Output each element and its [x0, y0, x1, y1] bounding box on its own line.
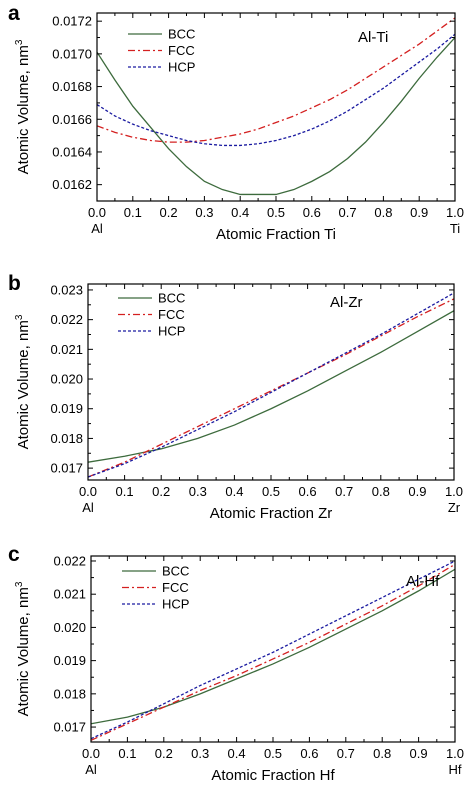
x-axis-title: Atomic Fraction Ti: [216, 226, 336, 243]
x-tick-label: 1.0: [445, 484, 463, 499]
x-tick-label: 0.5: [262, 484, 280, 499]
system-label: Al-Ti: [358, 29, 388, 46]
x-tick-label: 0.0: [82, 746, 100, 761]
x-tick-label: 0.2: [160, 205, 178, 220]
legend-label-hcp: HCP: [162, 597, 189, 612]
legend-label-fcc: FCC: [162, 580, 189, 595]
y-axis-title: Atomic Volume, nm3: [14, 581, 32, 716]
x-tick-label: 0.6: [303, 205, 321, 220]
chart-panel-b: b 0.0 0.1 0.2 0.3 0.4 0.5 0.6 0.7 0.8 0.9 1.0 0.017 0…: [8, 272, 463, 522]
x-end-label-left: Al: [91, 221, 103, 236]
system-label: Al-Hf: [406, 573, 440, 590]
y-tick-label: 0.0170: [52, 46, 92, 61]
plot-frame: [96, 12, 456, 202]
y-tick-label: 0.019: [53, 653, 86, 668]
x-tick-label: 0.9: [408, 484, 426, 499]
y-tick-label: 0.017: [50, 461, 83, 476]
chart-panel-a: a 0.0 0.1 0.2 0.3 0.4 0.5 0.6 0.7 0.8 0.9 1.0 0.0162…: [8, 2, 464, 243]
x-tick-label: 0.4: [225, 484, 243, 499]
y-tick-label: 0.020: [53, 620, 86, 635]
plot-frame: [87, 283, 455, 481]
x-tick-label: 0.1: [124, 205, 142, 220]
x-end-label-right: Ti: [450, 221, 460, 236]
x-tick-label: 0.5: [264, 746, 282, 761]
x-tick-label: 0.2: [152, 484, 170, 499]
y-tick-label: 0.0166: [52, 112, 92, 127]
series-line-fcc: [88, 298, 454, 478]
legend-label-hcp: HCP: [168, 60, 195, 75]
series-line-hcp: [91, 560, 455, 740]
x-end-label-right: Hf: [449, 762, 462, 777]
series-line-bcc: [91, 568, 455, 725]
system-label: Al-Zr: [330, 294, 363, 311]
x-tick-label: 0.8: [373, 746, 391, 761]
y-tick-label: 0.023: [50, 282, 83, 297]
x-tick-label: 0.8: [374, 205, 392, 220]
legend-label-bcc: BCC: [168, 27, 195, 42]
y-tick-label: 0.0162: [52, 177, 92, 192]
y-tick-label: 0.021: [50, 342, 83, 357]
legend-label-bcc: BCC: [158, 291, 185, 306]
x-tick-label: 0.3: [191, 746, 209, 761]
x-tick-label: 0.8: [372, 484, 390, 499]
x-tick-label: 0.4: [228, 746, 246, 761]
legend-label-fcc: FCC: [158, 307, 185, 322]
y-tick-label: 0.0168: [52, 79, 92, 94]
y-tick-label: 0.021: [53, 587, 86, 602]
y-tick-label: 0.020: [50, 372, 83, 387]
x-axis-title: Atomic Fraction Zr: [210, 505, 333, 522]
series-line-bcc: [88, 310, 454, 463]
x-end-label-left: Al: [85, 762, 97, 777]
y-tick-label: 0.022: [53, 553, 86, 568]
series-line-fcc: [91, 563, 455, 741]
plot-frame: [90, 555, 456, 743]
x-tick-label: 0.6: [299, 484, 317, 499]
y-tick-label: 0.0164: [52, 144, 92, 159]
panel-letter: b: [8, 272, 21, 295]
y-tick-label: 0.022: [50, 312, 83, 327]
x-tick-label: 0.1: [116, 484, 134, 499]
x-axis-title: Atomic Fraction Hf: [211, 767, 335, 784]
series-line-fcc: [97, 17, 455, 143]
x-tick-label: 0.9: [410, 746, 428, 761]
series-line-hcp: [97, 33, 455, 147]
legend-label-bcc: BCC: [162, 564, 189, 579]
x-end-label-right: Zr: [448, 500, 461, 515]
x-tick-label: 0.7: [335, 484, 353, 499]
chart-panel-c: c 0.0 0.1 0.2 0.3 0.4 0.5 0.6 0.7 0.8 0.9 1.0 0.017 0…: [8, 543, 464, 784]
x-tick-label: 0.3: [195, 205, 213, 220]
y-axis-title: Atomic Volume, nm3: [14, 39, 32, 174]
x-tick-label: 0.9: [410, 205, 428, 220]
y-tick-label: 0.018: [50, 431, 83, 446]
x-tick-label: 0.6: [300, 746, 318, 761]
legend-label-hcp: HCP: [158, 324, 185, 339]
y-axis-title: Atomic Volume, nm3: [14, 314, 32, 449]
x-tick-label: 0.4: [231, 205, 249, 220]
x-tick-label: 0.7: [339, 205, 357, 220]
panel-letter: a: [8, 2, 20, 25]
x-tick-label: 0.1: [118, 746, 136, 761]
y-tick-label: 0.017: [53, 720, 86, 735]
series-line-hcp: [88, 292, 454, 478]
x-tick-label: 1.0: [446, 205, 464, 220]
series-line-bcc: [97, 37, 455, 196]
y-tick-label: 0.018: [53, 686, 86, 701]
x-tick-label: 0.2: [155, 746, 173, 761]
y-tick-label: 0.0172: [52, 14, 92, 29]
x-tick-label: 0.0: [79, 484, 97, 499]
x-tick-label: 0.0: [88, 205, 106, 220]
legend-label-fcc: FCC: [168, 43, 195, 58]
x-tick-label: 0.5: [267, 205, 285, 220]
x-tick-label: 1.0: [446, 746, 464, 761]
x-end-label-left: Al: [82, 500, 94, 515]
y-tick-label: 0.019: [50, 401, 83, 416]
panel-letter: c: [8, 543, 20, 566]
x-tick-label: 0.7: [337, 746, 355, 761]
x-tick-label: 0.3: [189, 484, 207, 499]
